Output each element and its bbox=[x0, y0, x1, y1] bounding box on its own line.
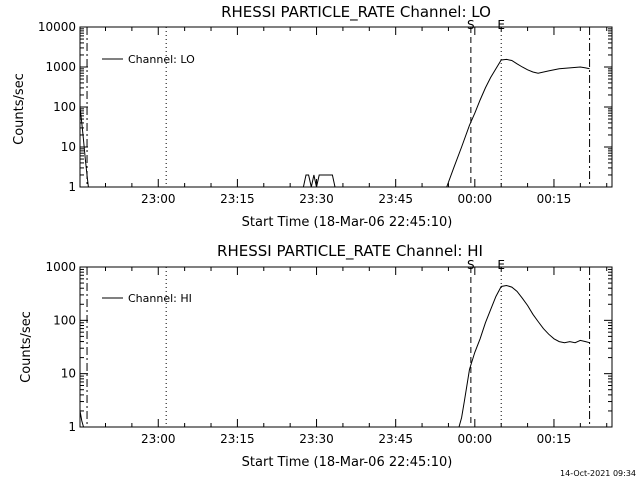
y-tick-label: 10000 bbox=[38, 20, 76, 34]
y-tick-label: 1 bbox=[68, 420, 76, 434]
series-line bbox=[302, 174, 336, 188]
marker-label: S bbox=[467, 18, 475, 32]
y-tick-label: 100 bbox=[53, 313, 76, 327]
x-tick-label: 23:15 bbox=[220, 432, 255, 446]
y-axis-label-lo: Counts/sec bbox=[12, 73, 27, 145]
series-line bbox=[79, 106, 89, 188]
x-tick-label: 00:00 bbox=[458, 192, 493, 206]
x-tick-label: 00:15 bbox=[537, 432, 572, 446]
panel-lo: RHESSI PARTICLE_RATE Channel: LO Counts/… bbox=[12, 3, 613, 230]
chart-title-hi: RHESSI PARTICLE_RATE Channel: HI bbox=[217, 242, 483, 261]
y-axis-label-hi: Counts/sec bbox=[19, 311, 34, 383]
panel-hi: RHESSI PARTICLE_RATE Channel: HI Counts/… bbox=[19, 242, 613, 470]
legend-label-lo: Channel: LO bbox=[128, 53, 195, 66]
x-tick-label: 23:45 bbox=[378, 192, 413, 206]
y-tick-label: 100 bbox=[53, 100, 76, 114]
legend-label-hi: Channel: HI bbox=[128, 292, 192, 305]
y-tick-label: 1000 bbox=[45, 260, 76, 274]
y-tick-label: 1000 bbox=[45, 60, 76, 74]
chart-title-lo: RHESSI PARTICLE_RATE Channel: LO bbox=[221, 3, 491, 22]
series-line bbox=[458, 284, 590, 428]
marker-label: S bbox=[467, 258, 475, 272]
x-tick-label: 00:15 bbox=[537, 192, 572, 206]
x-tick-label: 23:30 bbox=[299, 192, 334, 206]
footer-timestamp: 14-Oct-2021 09:34 bbox=[560, 469, 636, 478]
x-tick-label: 00:00 bbox=[458, 432, 493, 446]
x-tick-label: 23:30 bbox=[299, 432, 334, 446]
x-tick-label: 23:15 bbox=[220, 192, 255, 206]
x-axis-label-lo: Start Time (18-Mar-06 22:45:10) bbox=[242, 215, 453, 230]
x-tick-label: 23:00 bbox=[141, 432, 176, 446]
marker-label: E bbox=[497, 18, 505, 32]
x-tick-label: 23:00 bbox=[141, 192, 176, 206]
plot-frame bbox=[79, 266, 613, 428]
x-tick-label: 23:45 bbox=[378, 432, 413, 446]
marker-label: E bbox=[497, 258, 505, 272]
series-line bbox=[79, 410, 84, 428]
plot-frame bbox=[79, 26, 613, 188]
series-line bbox=[446, 58, 590, 188]
x-axis-label-hi: Start Time (18-Mar-06 22:45:10) bbox=[242, 455, 453, 470]
y-tick-label: 10 bbox=[61, 140, 76, 154]
y-tick-label: 10 bbox=[61, 367, 76, 381]
y-tick-label: 1 bbox=[68, 180, 76, 194]
